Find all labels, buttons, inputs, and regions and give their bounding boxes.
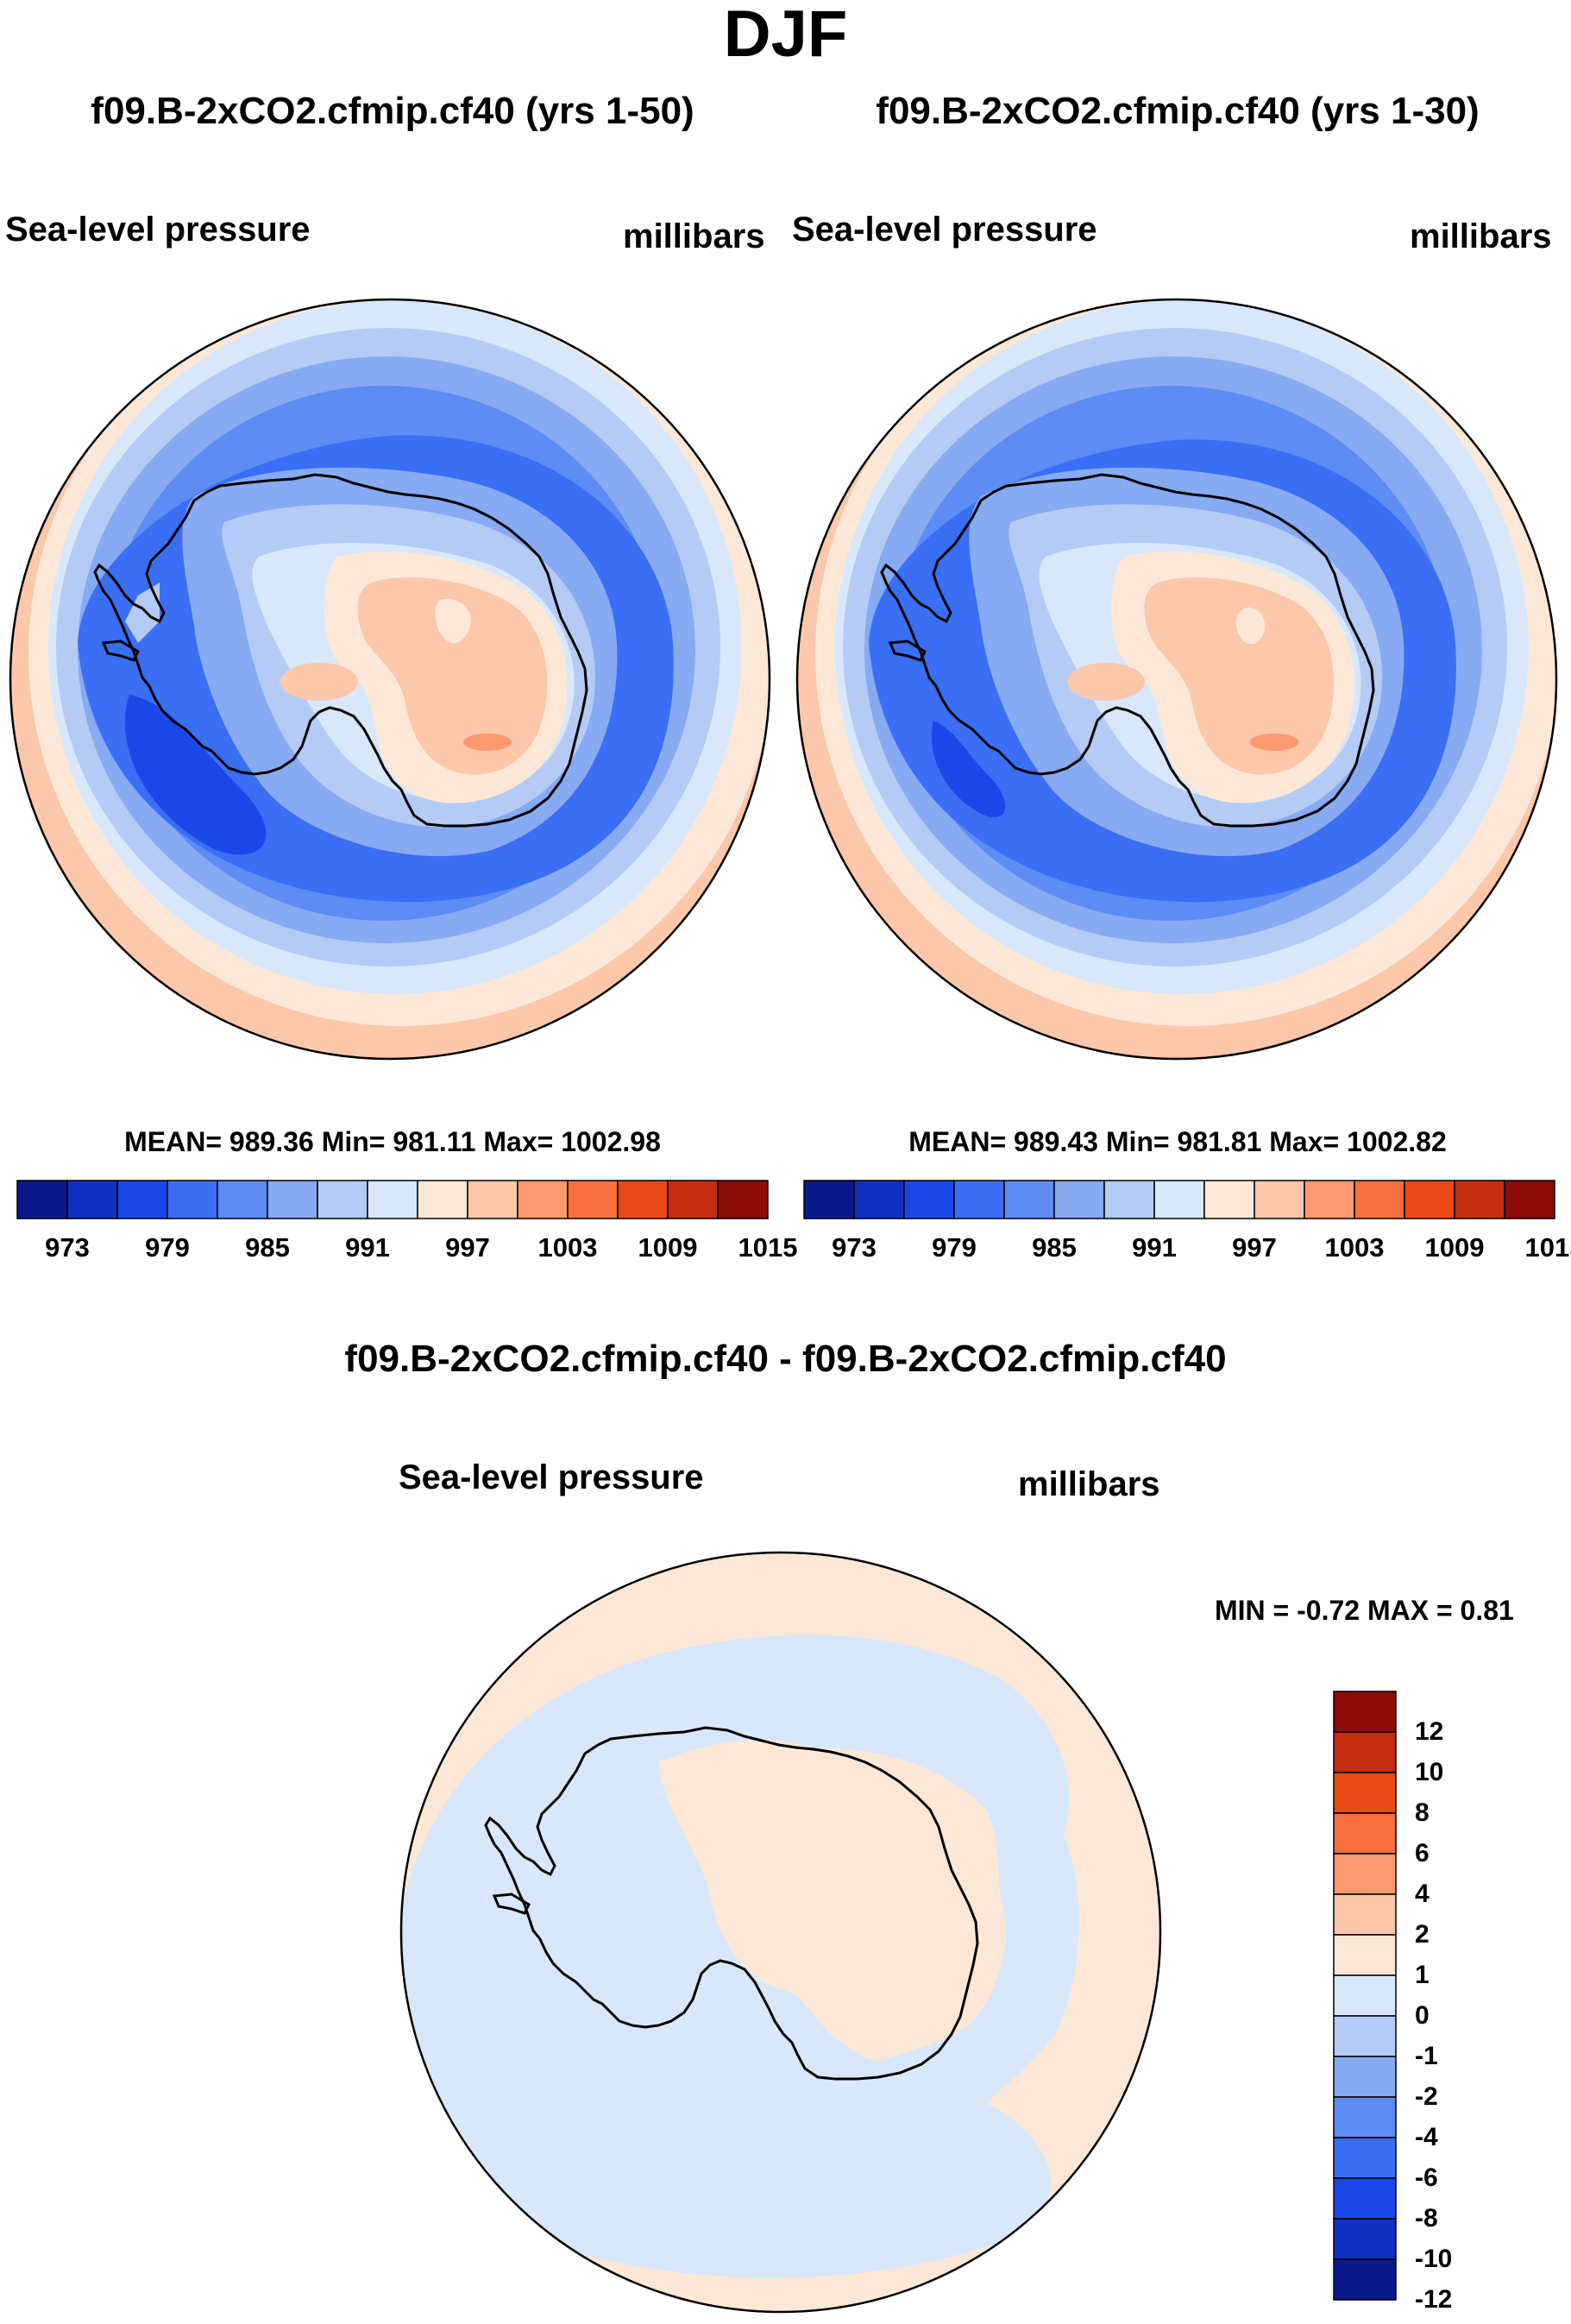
diff-colorbar-swatch (1333, 2258, 1397, 2301)
panel-2-colorbar-swatch (803, 1180, 855, 1219)
diff-colorbar-tick-label: 4 (1415, 1880, 1430, 1908)
diff-polar-map (399, 1551, 1162, 2314)
panel-1-colorbar-swatch (66, 1180, 118, 1219)
panel-1-colorbar-swatch (667, 1180, 719, 1219)
panel-2-colorbar-swatch (1153, 1180, 1205, 1219)
diff-colorbar-swatch (1333, 1893, 1397, 1936)
diff-colorbar-swatch (1333, 1772, 1397, 1814)
panel-1-colorbar-swatch (617, 1180, 669, 1219)
panel-2-colorbar-tick-label: 1003 (1324, 1232, 1385, 1263)
panel-2-colorbar-swatch (1053, 1180, 1105, 1219)
panel-2-colorbar-swatch (953, 1180, 1005, 1219)
panel-1-colorbar-swatch (517, 1180, 569, 1219)
diff-colorbar-tick-label: 10 (1415, 1758, 1444, 1786)
panel-2-colorbar-tick-label: 1015 (1524, 1232, 1571, 1263)
panel-1-colorbar-tick-label: 1009 (638, 1232, 698, 1263)
panel-1-stats: MEAN= 989.36 Min= 981.11 Max= 1002.98 (124, 1126, 661, 1157)
diff-colorbar-swatch (1333, 1974, 1397, 2017)
panel-1-title: f09.B-2xCO2.cfmip.cf40 (yrs 1-50) (91, 90, 694, 132)
diff-colorbar-tick-label: 8 (1415, 1798, 1430, 1827)
panel-2-colorbar-tick-label: 997 (1232, 1232, 1277, 1263)
panel-2-colorbar-swatch (1304, 1180, 1355, 1219)
diff-colorbar-tick-label: -8 (1415, 2204, 1438, 2233)
diff-colorbar-swatch (1333, 1691, 1397, 1733)
diff-colorbar-swatch (1333, 2137, 1397, 2179)
panel-1-colorbar-swatch (717, 1180, 769, 1219)
panel-1-variable-label: Sea-level pressure (5, 211, 311, 249)
diff-colorbar-tick-label: -10 (1415, 2245, 1453, 2273)
panel-2-colorbar-swatch (1003, 1180, 1055, 1219)
diff-colorbar-ticks: 12 10 8 6 4 2 1 0 -1 -2 -4 -6 -8 -10 -12 (1415, 1691, 1501, 2314)
diff-colorbar-tick-label: 1 (1415, 1961, 1430, 1989)
panel-1-colorbar-tick-label: 973 (45, 1232, 90, 1263)
diff-colorbar-tick-label: -4 (1415, 2123, 1438, 2151)
panel-1-colorbar-swatch (116, 1180, 168, 1219)
diff-minmax: MIN = -0.72 MAX = 0.81 (1215, 1595, 1514, 1626)
diff-colorbar-swatch (1333, 2218, 1397, 2260)
panel-2-units-label: millibars (1410, 217, 1552, 255)
panel-2-colorbar-ticks: 973 979 985 991 997 1003 1009 1015 (804, 1232, 1571, 1267)
panel-2-colorbar-tick-label: 979 (932, 1232, 977, 1263)
panel-1-colorbar-swatch (267, 1180, 318, 1219)
panel-2-colorbar-swatch (853, 1180, 905, 1219)
panel-2-colorbar-swatch (1504, 1180, 1555, 1219)
panel-2-colorbar-tick-label: 1009 (1424, 1232, 1485, 1263)
panel-2-colorbar (803, 1180, 1555, 1219)
panel-2-polar-map (795, 298, 1558, 1061)
panel-2-colorbar-swatch (1454, 1180, 1505, 1219)
panel-1-polar-map (9, 298, 771, 1061)
panel-2-colorbar-swatch (1354, 1180, 1405, 1219)
panel-2-colorbar-tick-label: 973 (832, 1232, 877, 1263)
diff-colorbar-tick-label: 12 (1415, 1717, 1444, 1746)
panel-1-colorbar-swatch (467, 1180, 518, 1219)
panel-2-stats: MEAN= 989.43 Min= 981.81 Max= 1002.82 (908, 1126, 1447, 1157)
diff-colorbar (1333, 1691, 1397, 2301)
panel-1-colorbar-tick-label: 985 (245, 1232, 290, 1263)
main-title: DJF (723, 0, 848, 71)
panel-1-colorbar-tick-label: 1003 (537, 1232, 598, 1263)
diff-colorbar-tick-label: 2 (1415, 1920, 1430, 1949)
diff-title: f09.B-2xCO2.cfmip.cf40 - f09.B-2xCO2.cfm… (344, 1338, 1227, 1380)
diff-colorbar-swatch (1333, 1853, 1397, 1895)
panel-1-colorbar-swatch (567, 1180, 619, 1219)
panel-2-colorbar-tick-label: 985 (1032, 1232, 1077, 1263)
panel-1-colorbar-swatch (217, 1180, 268, 1219)
panel-1-colorbar-swatch (16, 1180, 68, 1219)
panel-2-colorbar-swatch (1254, 1180, 1305, 1219)
panel-1-colorbar (16, 1180, 769, 1219)
diff-colorbar-tick-label: 6 (1415, 1839, 1430, 1867)
panel-2-colorbar-swatch (1103, 1180, 1155, 1219)
diff-colorbar-swatch (1333, 1934, 1397, 1976)
diff-colorbar-tick-label: -6 (1415, 2163, 1438, 2192)
diff-units-label: millibars (1018, 1465, 1160, 1503)
diff-colorbar-tick-label: -1 (1415, 2042, 1438, 2070)
panel-1-colorbar-tick-label: 997 (445, 1232, 490, 1263)
diff-colorbar-tick-label: -2 (1415, 2082, 1438, 2111)
panel-2-variable-label: Sea-level pressure (792, 211, 1097, 249)
diff-colorbar-swatch (1333, 2056, 1397, 2098)
panel-2-colorbar-swatch (1404, 1180, 1455, 1219)
panel-1-colorbar-swatch (367, 1180, 418, 1219)
panel-2-colorbar-swatch (903, 1180, 955, 1219)
panel-1-colorbar-ticks: 973 979 985 991 997 1003 1009 1015 (17, 1232, 797, 1267)
diff-colorbar-swatch (1333, 1812, 1397, 1855)
diff-colorbar-swatch (1333, 2177, 1397, 2220)
panel-1-colorbar-tick-label: 1015 (738, 1232, 798, 1263)
diff-colorbar-swatch (1333, 1731, 1397, 1773)
panel-1-colorbar-tick-label: 979 (145, 1232, 190, 1263)
diff-colorbar-swatch (1333, 2015, 1397, 2057)
diff-colorbar-swatch (1333, 2096, 1397, 2138)
panel-2-colorbar-swatch (1203, 1180, 1255, 1219)
diff-colorbar-tick-label: -12 (1415, 2285, 1453, 2314)
diff-colorbar-tick-label: 0 (1415, 2001, 1430, 2030)
panel-1-colorbar-swatch (317, 1180, 368, 1219)
panel-1-colorbar-swatch (417, 1180, 468, 1219)
panel-1-colorbar-swatch (167, 1180, 218, 1219)
panel-1-colorbar-tick-label: 991 (345, 1232, 390, 1263)
panel-2-title: f09.B-2xCO2.cfmip.cf40 (yrs 1-30) (876, 90, 1480, 132)
diff-variable-label: Sea-level pressure (399, 1458, 704, 1496)
panel-2-colorbar-tick-label: 991 (1132, 1232, 1177, 1263)
panel-1-units-label: millibars (623, 217, 765, 255)
